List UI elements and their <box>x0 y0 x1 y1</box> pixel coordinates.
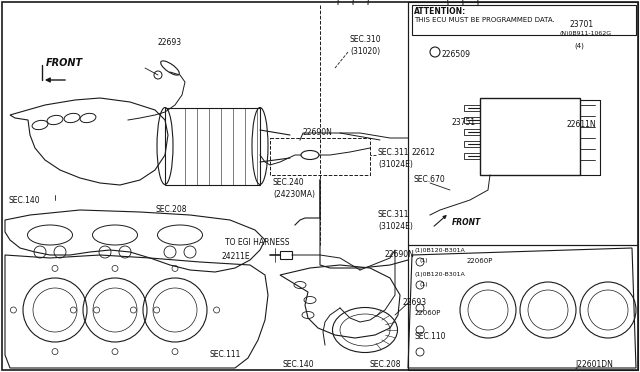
Bar <box>480 98 580 175</box>
Text: SEC.110: SEC.110 <box>415 332 447 341</box>
Text: 24211E: 24211E <box>222 252 251 261</box>
Text: (N)0B911-1062G: (N)0B911-1062G <box>560 31 612 36</box>
Text: (1)0B120-B301A: (1)0B120-B301A <box>415 272 466 277</box>
Text: TO EGI HARNESS: TO EGI HARNESS <box>225 238 289 247</box>
Text: (1): (1) <box>420 258 429 263</box>
Text: SEC.240: SEC.240 <box>273 178 305 187</box>
Bar <box>464 153 480 159</box>
Text: (31020): (31020) <box>350 47 380 56</box>
Text: 22693: 22693 <box>403 298 427 307</box>
Text: 226509: 226509 <box>442 50 471 59</box>
Text: FRONT: FRONT <box>452 218 481 227</box>
Bar <box>408 2 638 245</box>
Text: SEC.111: SEC.111 <box>210 350 241 359</box>
Text: 22693: 22693 <box>158 38 182 47</box>
Text: SEC.140: SEC.140 <box>283 360 315 369</box>
Text: 22612: 22612 <box>412 148 436 157</box>
Bar <box>280 251 292 259</box>
Text: THIS ECU MUST BE PROGRAMMED DATA.: THIS ECU MUST BE PROGRAMMED DATA. <box>414 17 555 23</box>
Text: (31024E): (31024E) <box>378 160 413 169</box>
Bar <box>270 138 370 175</box>
Text: SEC.310: SEC.310 <box>350 35 381 44</box>
Text: ATTENTION:: ATTENTION: <box>414 7 467 16</box>
Bar <box>464 129 480 135</box>
Bar <box>412 5 636 35</box>
Text: SEC.670: SEC.670 <box>414 175 445 184</box>
Text: 23701: 23701 <box>570 20 594 29</box>
Text: SEC.311: SEC.311 <box>378 148 410 157</box>
Text: 23751: 23751 <box>452 118 476 127</box>
Bar <box>165 108 260 185</box>
Text: (4): (4) <box>574 42 584 48</box>
Bar <box>464 141 480 147</box>
Text: 22611N: 22611N <box>567 120 596 129</box>
Text: 22690N: 22690N <box>385 250 415 259</box>
Text: J22601DN: J22601DN <box>575 360 613 369</box>
Text: SEC.140: SEC.140 <box>8 196 40 205</box>
Text: (1)0B120-B301A: (1)0B120-B301A <box>415 248 466 253</box>
Text: (24230MA): (24230MA) <box>273 190 315 199</box>
Text: SEC.311: SEC.311 <box>378 210 410 219</box>
Text: 22060P: 22060P <box>415 310 442 316</box>
Bar <box>464 105 480 111</box>
Text: FRONT: FRONT <box>46 58 83 68</box>
Bar <box>408 245 638 370</box>
Text: SEC.208: SEC.208 <box>155 205 186 214</box>
Bar <box>464 117 480 123</box>
Text: 22690N: 22690N <box>303 128 333 137</box>
Text: SEC.208: SEC.208 <box>370 360 401 369</box>
Text: (31024E): (31024E) <box>378 222 413 231</box>
Text: 22060P: 22060P <box>467 258 493 264</box>
Text: (1): (1) <box>420 282 429 287</box>
